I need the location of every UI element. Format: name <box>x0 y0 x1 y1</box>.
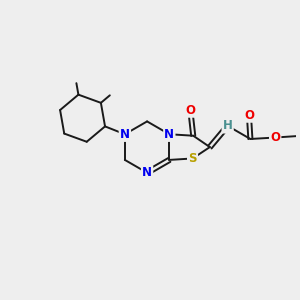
Text: O: O <box>185 103 195 116</box>
Ellipse shape <box>142 168 152 177</box>
Ellipse shape <box>188 154 198 163</box>
Text: O: O <box>244 109 254 122</box>
Text: N: N <box>164 128 174 141</box>
Text: O: O <box>270 131 280 144</box>
Ellipse shape <box>120 130 130 139</box>
Ellipse shape <box>244 110 254 120</box>
Ellipse shape <box>165 130 174 139</box>
Text: N: N <box>120 128 130 141</box>
Ellipse shape <box>186 105 195 115</box>
Ellipse shape <box>223 121 232 131</box>
Ellipse shape <box>271 133 280 142</box>
Text: S: S <box>188 152 197 165</box>
Text: N: N <box>142 166 152 179</box>
Text: H: H <box>223 119 232 132</box>
